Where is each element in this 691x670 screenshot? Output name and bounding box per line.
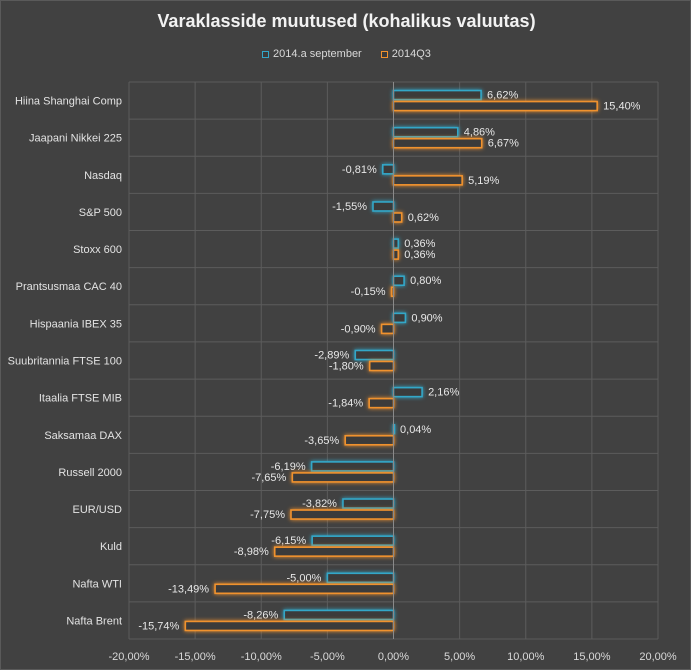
category-label: Russell 2000	[58, 467, 122, 479]
data-label-series-2: 15,40%	[603, 101, 641, 113]
bar-series-2	[368, 397, 395, 409]
bar-series-2	[392, 175, 463, 186]
data-label-series-2: 6,67%	[488, 138, 519, 150]
category-label: Hispaania IBEX 35	[30, 318, 122, 330]
x-tick-label: 15,00%	[573, 651, 611, 663]
data-label-series-2: -3,65%	[304, 435, 339, 447]
category-label: Saksamaa DAX	[44, 430, 122, 442]
data-label-series-1: -6,15%	[271, 535, 306, 547]
data-label-series-1: -0,81%	[342, 164, 377, 176]
x-tick-label: 20,00%	[639, 651, 677, 663]
data-label-series-1: -3,82%	[302, 498, 337, 510]
category-label: Jaapani Nikkei 225	[29, 133, 122, 145]
x-tick-label: -20,00%	[109, 651, 150, 663]
bar-series-1	[283, 609, 395, 621]
bar-series-1	[392, 275, 405, 287]
bar-series-1	[392, 386, 423, 398]
legend-item-series-2: 2014Q3	[380, 48, 431, 60]
bar-series-2	[273, 546, 395, 557]
x-tick-label: 10,00%	[507, 651, 545, 663]
bar-series-1	[381, 164, 395, 175]
bar-series-1	[311, 535, 395, 546]
category-label: Nafta Brent	[66, 615, 122, 627]
data-label-series-2: -1,84%	[328, 398, 363, 410]
legend-label-series-2: 2014Q3	[391, 48, 431, 60]
bar-series-2	[291, 472, 395, 483]
bar-series-2	[392, 212, 403, 223]
bar-series-1	[392, 89, 482, 101]
bar-series-1	[372, 201, 395, 212]
data-label-series-2: 0,62%	[408, 212, 439, 224]
data-label-series-1: 0,90%	[411, 312, 442, 324]
category-label: Suubritannia FTSE 100	[8, 356, 122, 368]
data-label-series-2: -8,98%	[234, 546, 269, 558]
x-tick-label: -10,00%	[241, 651, 282, 663]
bar-series-2	[368, 360, 395, 372]
x-tick-label: 0,00%	[378, 651, 409, 663]
legend-swatch-series-1	[262, 50, 270, 58]
data-label-series-2: -1,80%	[329, 361, 364, 373]
bar-series-2	[392, 100, 598, 112]
data-label-series-1: 0,04%	[400, 424, 431, 436]
bar-series-2	[392, 249, 400, 260]
bar-series-1	[354, 349, 395, 361]
category-label: EUR/USD	[72, 504, 122, 516]
bar-series-2	[290, 509, 395, 520]
x-tick-label: 5,00%	[444, 651, 475, 663]
category-label: Nasdaq	[84, 170, 122, 182]
data-label-series-2: 5,19%	[468, 175, 499, 187]
legend-item-series-1: 2014.a september	[262, 48, 362, 60]
legend-label-series-1: 2014.a september	[273, 48, 362, 60]
bar-series-1	[392, 126, 459, 138]
bar-series-2	[184, 620, 395, 632]
chart-legend: 2014.a september 2014Q3	[1, 48, 690, 61]
bar-series-1	[310, 461, 395, 472]
category-label: Nafta WTI	[72, 578, 122, 590]
bar-series-1	[342, 498, 395, 509]
bar-series-2	[392, 137, 483, 149]
data-label-series-1: 4,86%	[464, 127, 495, 139]
bar-series-2	[344, 434, 395, 446]
data-label-series-2: -15,74%	[138, 620, 179, 632]
data-label-series-1: -2,89%	[314, 350, 349, 362]
data-label-series-1: -8,26%	[243, 609, 278, 621]
category-label: Kuld	[100, 541, 122, 553]
category-label: S&P 500	[79, 207, 122, 219]
category-label: Hiina Shanghai Comp	[15, 96, 122, 108]
data-label-series-1: -6,19%	[271, 461, 306, 473]
data-label-series-1: 6,62%	[487, 90, 518, 102]
category-label: Stoxx 600	[73, 244, 122, 256]
legend-swatch-series-2	[380, 50, 388, 58]
data-label-series-2: -7,75%	[250, 509, 285, 521]
bar-series-1	[392, 312, 407, 324]
data-label-series-2: -0,90%	[341, 323, 376, 335]
bar-series-1	[326, 572, 395, 584]
bar-series-2	[380, 323, 395, 335]
data-label-series-1: -1,55%	[332, 201, 367, 213]
data-label-series-2: 0,36%	[404, 249, 435, 261]
x-tick-label: -15,00%	[175, 651, 216, 663]
category-label: Itaalia FTSE MIB	[39, 393, 122, 405]
data-label-series-1: 0,80%	[410, 275, 441, 287]
data-label-series-1: 0,36%	[404, 238, 435, 250]
data-label-series-2: -13,49%	[168, 583, 209, 595]
data-label-series-2: -0,15%	[351, 286, 386, 298]
data-label-series-1: -5,00%	[287, 572, 322, 584]
bar-series-2	[214, 583, 395, 595]
x-tick-label: -5,00%	[310, 651, 345, 663]
data-label-series-1: 2,16%	[428, 387, 459, 399]
bar-series-1	[392, 238, 400, 249]
chart-title: Varaklasside muutused (kohalikus valuuta…	[157, 11, 536, 31]
category-label: Prantsusmaa CAC 40	[16, 281, 122, 293]
data-label-series-2: -7,65%	[251, 472, 286, 484]
